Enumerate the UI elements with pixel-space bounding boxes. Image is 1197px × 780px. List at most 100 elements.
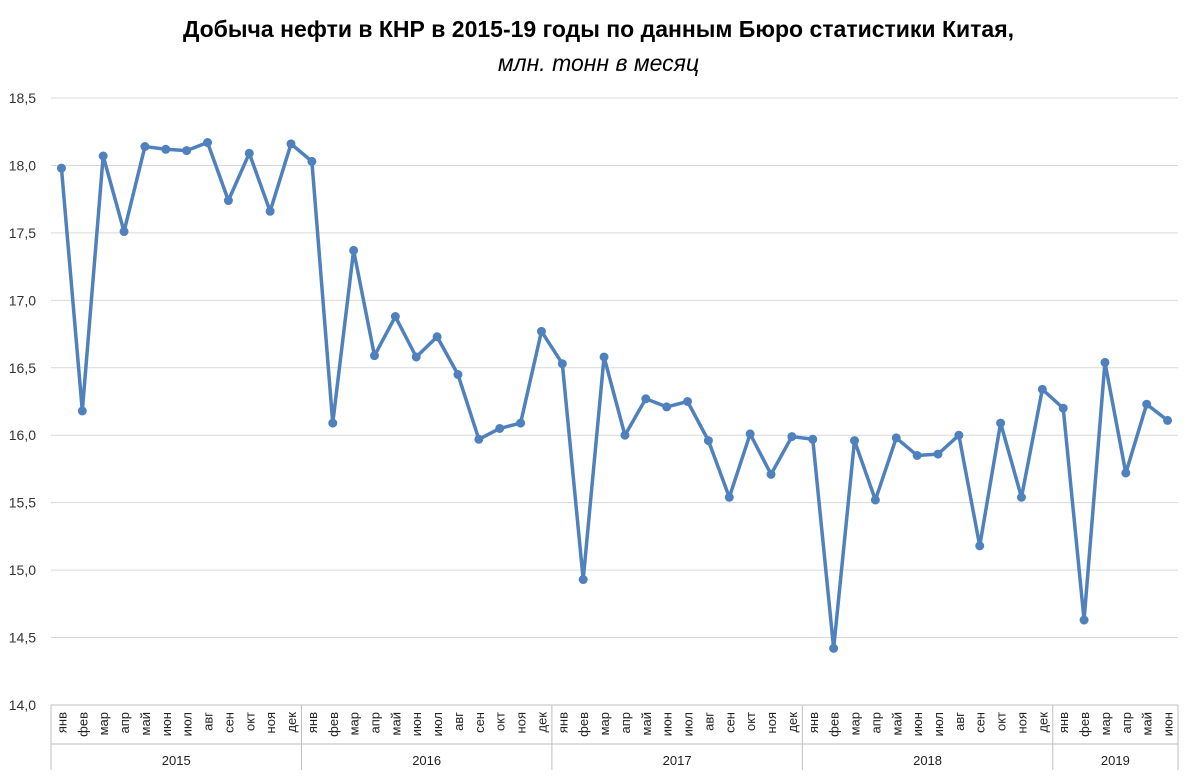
y-tick-label: 18,5 (9, 90, 36, 106)
x-tick-label: авг (451, 712, 466, 731)
data-point (683, 397, 693, 406)
x-tick-label: янв (555, 712, 570, 733)
x-tick-label: авг (952, 712, 967, 731)
year-label: 2015 (162, 753, 191, 768)
x-tick-label: май (138, 712, 153, 735)
data-point (745, 429, 755, 439)
x-tick-label: июл (681, 712, 696, 736)
x-tick-label: фев (1077, 712, 1092, 737)
data-point (829, 643, 839, 653)
data-point (119, 227, 129, 237)
data-point (808, 434, 818, 444)
year-label: 2016 (412, 753, 441, 768)
data-point (1100, 357, 1110, 367)
year-label: 2018 (913, 753, 942, 768)
x-tick-label: мар (597, 712, 612, 735)
data-point (1121, 468, 1131, 478)
data-point (599, 352, 609, 362)
x-tick-label: май (889, 712, 904, 735)
x-tick-label: янв (1056, 712, 1071, 733)
data-point (620, 430, 630, 440)
x-tick-label: июн (1161, 712, 1176, 736)
year-label: 2017 (663, 753, 692, 768)
y-tick-label: 14,5 (9, 630, 36, 646)
data-point (1037, 384, 1047, 394)
data-point (56, 163, 66, 173)
x-tick-label: июн (910, 712, 925, 736)
data-point (411, 352, 421, 362)
x-tick-label: май (639, 712, 654, 735)
data-point (975, 541, 985, 551)
data-point (766, 469, 776, 479)
y-tick-label: 16,0 (9, 427, 36, 443)
x-tick-label: июл (180, 712, 195, 736)
x-tick-label: сен (973, 712, 988, 733)
data-point (516, 418, 526, 428)
data-point (703, 436, 713, 446)
data-point (474, 434, 484, 444)
data-point (140, 142, 150, 152)
x-tick-label: дек (1035, 712, 1050, 733)
x-tick-label: дек (785, 712, 800, 733)
x-tick-label: мар (1098, 712, 1113, 735)
y-tick-label: 17,5 (9, 225, 36, 241)
x-tick-label: ноя (1014, 712, 1029, 733)
data-point (1142, 399, 1152, 409)
data-point (223, 196, 233, 206)
x-tick-label: окт (994, 712, 1009, 731)
data-point (557, 359, 567, 369)
data-point (891, 433, 901, 443)
x-tick-label: окт (743, 712, 758, 731)
chart-subtitle: млн. тонн в месяц (497, 50, 700, 76)
data-point (182, 146, 192, 156)
x-tick-label: июл (430, 712, 445, 736)
x-tick-label: май (1140, 712, 1155, 735)
x-tick-label: май (388, 712, 403, 735)
y-tick-label: 16,5 (9, 360, 36, 376)
data-point (98, 151, 108, 161)
data-point (307, 156, 317, 166)
data-point (390, 312, 400, 322)
x-tick-label: апр (117, 712, 132, 734)
y-tick-label: 18,0 (9, 157, 36, 173)
x-tick-label: фев (75, 712, 90, 737)
x-tick-label: янв (54, 712, 69, 733)
x-tick-label: ноя (764, 712, 779, 733)
data-point (870, 495, 880, 505)
x-tick-label: окт (493, 712, 508, 731)
data-point (954, 430, 964, 440)
data-point (724, 492, 734, 502)
x-tick-label: июн (409, 712, 424, 736)
data-point (662, 402, 672, 412)
data-point (265, 206, 275, 216)
x-tick-label: дек (284, 712, 299, 733)
y-tick-label: 14,0 (9, 697, 36, 713)
x-tick-label: окт (242, 712, 257, 731)
data-point (244, 148, 254, 158)
data-point (641, 394, 651, 404)
year-label: 2019 (1101, 753, 1130, 768)
data-point (536, 326, 546, 336)
x-tick-label: июн (660, 712, 675, 736)
data-point (912, 450, 922, 460)
x-tick-label: апр (367, 712, 382, 734)
data-point (1079, 615, 1089, 625)
x-tick-label: сен (221, 712, 236, 733)
x-tick-label: дек (534, 712, 549, 733)
x-tick-label: мар (96, 712, 111, 735)
data-point (369, 351, 379, 361)
data-point (453, 370, 463, 380)
x-tick-label: апр (618, 712, 633, 734)
data-point (495, 423, 505, 433)
y-tick-label: 15,0 (9, 562, 36, 578)
x-tick-label: янв (806, 712, 821, 733)
x-tick-label: фев (326, 712, 341, 737)
data-point (286, 139, 296, 149)
x-tick-label: янв (305, 712, 320, 733)
data-point (578, 575, 588, 585)
data-point (996, 418, 1006, 428)
x-tick-label: фев (827, 712, 842, 737)
x-tick-label: сен (722, 712, 737, 733)
